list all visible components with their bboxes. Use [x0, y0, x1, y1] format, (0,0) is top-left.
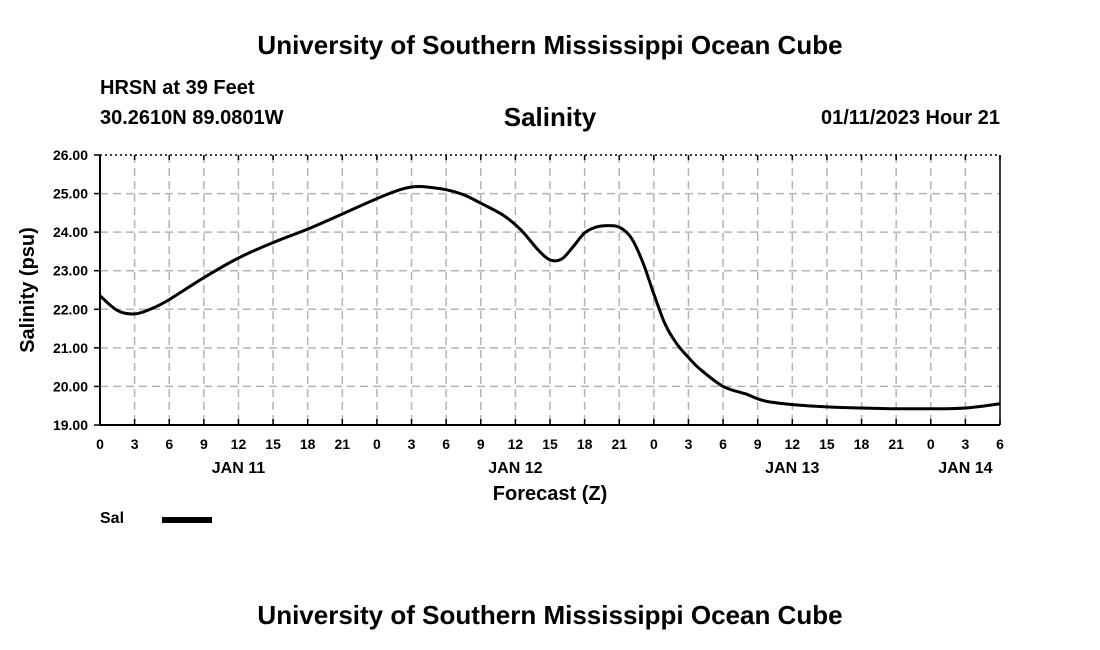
x-tick-label: 9 — [477, 436, 485, 452]
x-tick-label: 6 — [442, 436, 450, 452]
x-tick-label: 15 — [542, 436, 558, 452]
x-tick-label: 3 — [131, 436, 139, 452]
station-label: HRSN at 39 Feet — [100, 77, 255, 99]
x-tick-label: 6 — [996, 436, 1004, 452]
x-date-label: JAN 12 — [488, 460, 542, 477]
page-title: University of Southern Mississippi Ocean… — [257, 30, 843, 60]
legend-swatch — [162, 517, 212, 523]
y-tick-label: 21.00 — [53, 340, 88, 356]
series-line-sal — [99, 184, 1001, 411]
x-tick-label: 0 — [96, 436, 104, 452]
x-tick-label: 3 — [408, 436, 416, 452]
x-tick-label: 3 — [685, 436, 693, 452]
station-coordinates: 30.2610N 89.0801W — [100, 107, 284, 129]
x-tick-label: 12 — [231, 436, 247, 452]
legend-label: Sal — [100, 510, 125, 527]
chart-title: Salinity — [503, 102, 597, 132]
y-tick-label: 22.00 — [53, 301, 88, 317]
x-tick-label: 12 — [508, 436, 524, 452]
x-tick-label: 21 — [888, 436, 904, 452]
forecast-datetime: 01/11/2023 Hour 21 — [820, 107, 1000, 129]
x-tick-label: 18 — [854, 436, 870, 452]
x-tick-label: 0 — [650, 436, 658, 452]
x-tick-label: 12 — [785, 436, 801, 452]
x-tick-label: 0 — [927, 436, 935, 452]
x-tick-label: 18 — [300, 436, 316, 452]
x-tick-label: 9 — [754, 436, 762, 452]
x-tick-label: 21 — [611, 436, 627, 452]
x-tick-label: 15 — [819, 436, 835, 452]
x-tick-label: 9 — [200, 436, 208, 452]
x-tick-label: 18 — [577, 436, 593, 452]
y-tick-label: 26.00 — [53, 147, 88, 163]
x-tick-label: 6 — [165, 436, 173, 452]
y-axis-title: Salinity (psu) — [17, 227, 39, 353]
y-tick-label: 20.00 — [53, 378, 88, 394]
x-date-label: JAN 13 — [765, 460, 819, 477]
y-tick-label: 19.00 — [53, 417, 88, 433]
x-tick-label: 6 — [719, 436, 727, 452]
x-axis-title: Forecast (Z) — [493, 483, 607, 505]
x-tick-label: 15 — [265, 436, 281, 452]
x-date-label: JAN 11 — [212, 460, 265, 477]
y-tick-label: 25.00 — [53, 186, 88, 202]
x-date-label: JAN 14 — [938, 460, 992, 477]
footer-title: University of Southern Mississippi Ocean… — [257, 600, 843, 630]
x-tick-label: 21 — [335, 436, 351, 452]
x-tick-label: 0 — [373, 436, 381, 452]
x-tick-label: 3 — [961, 436, 969, 452]
y-tick-label: 23.00 — [53, 263, 88, 279]
y-tick-label: 24.00 — [53, 224, 88, 240]
